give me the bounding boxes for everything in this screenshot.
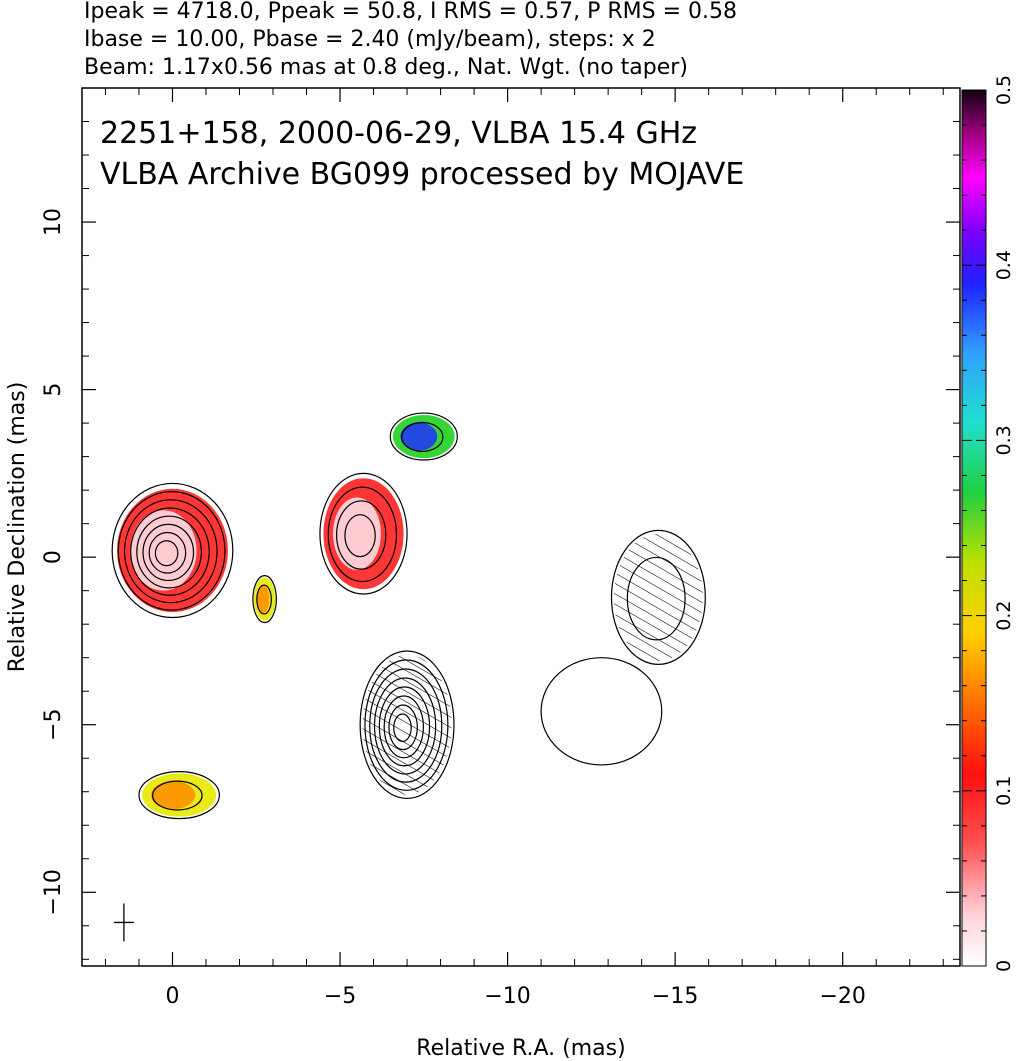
contour-level xyxy=(373,677,437,775)
y-tick-label: 5 xyxy=(41,383,66,397)
contour-level xyxy=(335,500,387,570)
colorbar-tick-label: 0 xyxy=(993,960,1015,972)
source-component xyxy=(111,482,234,619)
contour-level xyxy=(111,482,234,619)
x-axis-title: Relative R.A. (mas) xyxy=(416,1036,625,1061)
contour-level xyxy=(130,507,210,596)
y-tick-label: 0 xyxy=(41,550,66,564)
colorbar-tick-label: 0.2 xyxy=(993,600,1015,630)
contour-level xyxy=(401,421,444,453)
contour-level xyxy=(364,659,449,791)
contour-level xyxy=(369,668,443,783)
plot-area xyxy=(111,412,706,942)
contour-level xyxy=(344,514,376,558)
contour-level xyxy=(389,412,458,461)
contour-level xyxy=(378,686,431,767)
contour-level xyxy=(359,650,455,800)
contour-level xyxy=(327,486,398,583)
contour-level xyxy=(383,695,425,759)
y-tick-label: 10 xyxy=(41,208,66,236)
polarization-fill-core xyxy=(256,584,270,614)
contour-level xyxy=(319,472,408,595)
polarization-fill-core xyxy=(333,497,381,570)
x-tick-label: −15 xyxy=(652,984,698,1009)
header-line-3: Beam: 1.17x0.56 mas at 0.8 deg., Nat. Wg… xyxy=(84,55,688,80)
contour-level xyxy=(117,491,226,611)
x-tick-label: −5 xyxy=(324,984,356,1009)
y-tick-label: −5 xyxy=(41,708,66,740)
polarization-fill-core xyxy=(151,781,196,810)
source-component xyxy=(252,574,277,624)
contour-level xyxy=(154,540,179,567)
contour-level xyxy=(138,771,220,820)
source-component xyxy=(138,771,220,820)
contour-level xyxy=(142,523,195,582)
colorbar-tick-label: 0.1 xyxy=(993,776,1015,806)
plot-frame xyxy=(81,87,961,967)
contour-level xyxy=(151,780,203,811)
source-component xyxy=(540,657,663,766)
polarization-fill-core xyxy=(130,510,197,591)
contour-level xyxy=(626,556,686,641)
colorbar-tick-label: 0.3 xyxy=(993,425,1015,455)
plot-label-archive: VLBA Archive BG099 processed by MOJAVE xyxy=(100,157,744,192)
source-component xyxy=(610,529,706,665)
polarization-fill-core xyxy=(400,422,438,451)
contour-level xyxy=(123,499,218,604)
contour-level xyxy=(256,584,272,615)
header-line-2: Ibase = 10.00, Pbase = 2.40 (mJy/beam), … xyxy=(84,27,656,52)
contour-level xyxy=(136,515,202,589)
contour-level xyxy=(148,531,187,574)
y-axis-title: Relative Declination (mas) xyxy=(5,382,30,673)
colorbar-ticks: 0 0.1 0.2 0.3 0.4 0.5 xyxy=(962,75,1015,972)
plot-label-source: 2251+158, 2000-06-29, VLBA 15.4 GHz xyxy=(100,116,697,151)
contour-level xyxy=(388,704,418,751)
y-tick-label: −10 xyxy=(41,869,66,915)
colorbar-tick-label: 0.4 xyxy=(993,250,1015,280)
contour-level xyxy=(610,529,706,665)
source-component xyxy=(319,472,408,595)
colorbar xyxy=(961,89,987,967)
axis-layer: 0 −5 −10 −15 −20 −10 −5 0 5 10 xyxy=(41,88,960,1009)
header-line-1: Ipeak = 4718.0, Ppeak = 50.8, I RMS = 0.… xyxy=(84,0,737,24)
contour-level xyxy=(540,657,663,766)
source-component xyxy=(359,650,455,800)
colorbar-tick-label: 0.5 xyxy=(993,75,1015,105)
x-tick-label: −10 xyxy=(484,984,530,1009)
contour-level xyxy=(252,574,277,624)
x-tick-label: 0 xyxy=(165,984,179,1009)
source-component xyxy=(389,412,458,461)
x-tick-label: −20 xyxy=(819,984,865,1009)
contour-level xyxy=(393,713,412,743)
